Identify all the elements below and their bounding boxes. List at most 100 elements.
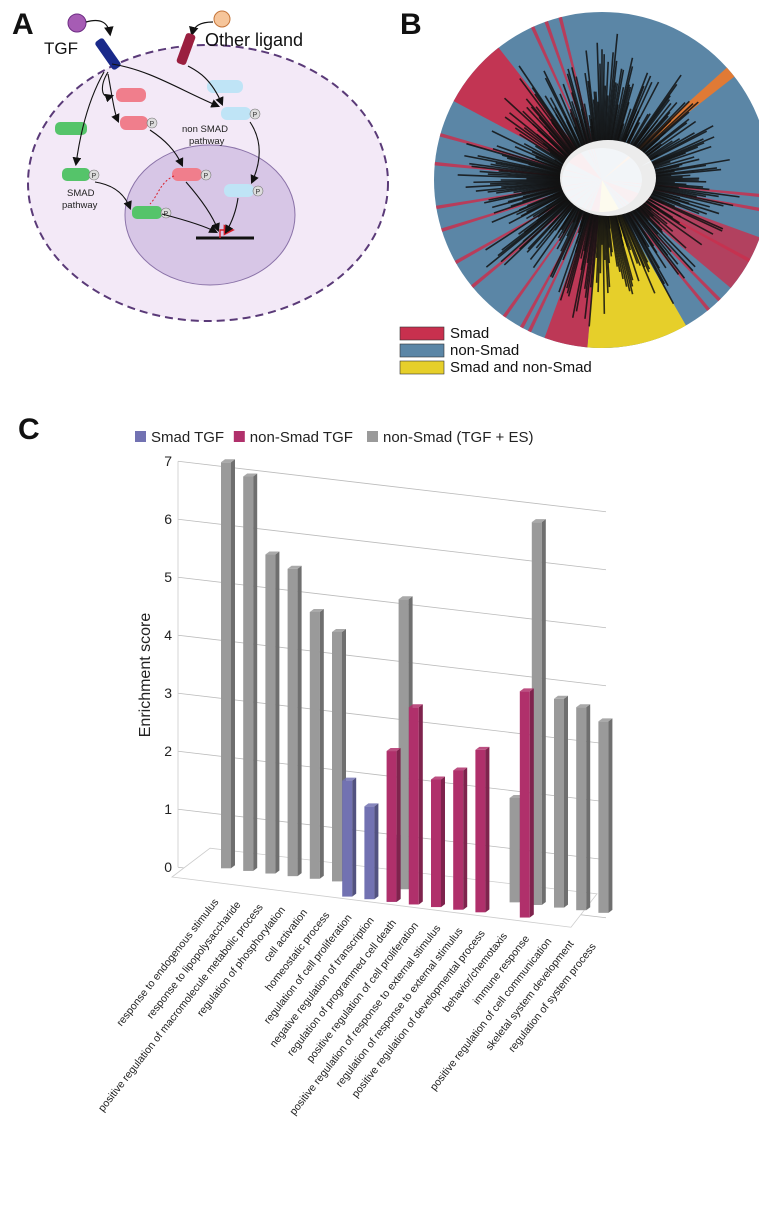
- non-smad-pathway-label: non SMAD pathway: [182, 124, 231, 147]
- tree-branch: [638, 191, 724, 230]
- tree-branch: [606, 82, 617, 149]
- tree-branch: [601, 54, 605, 149]
- tree-branch: [586, 211, 596, 264]
- bar: [531, 519, 546, 905]
- tree-branch: [497, 198, 571, 257]
- bar-top: [309, 608, 324, 612]
- bar-front: [519, 691, 530, 918]
- legend-swatch: [233, 431, 245, 442]
- smad-protein-p: [62, 168, 90, 181]
- tree-branch: [588, 211, 600, 327]
- tree-branch: [584, 72, 597, 149]
- tree-branch: [534, 145, 567, 167]
- tree-branch: [625, 74, 682, 155]
- tree-branch: [619, 208, 650, 273]
- tree-branch: [610, 211, 628, 287]
- bar-top: [519, 688, 534, 692]
- bar-top: [342, 777, 357, 781]
- tree-branch: [563, 203, 577, 225]
- tree-branch: [606, 60, 618, 149]
- tree-branch: [487, 182, 563, 193]
- tree-branch: [583, 210, 594, 252]
- bar-side: [253, 473, 258, 871]
- legend-swatch-smad: [399, 326, 445, 341]
- bar-front: [431, 779, 441, 908]
- tree-branch: [545, 193, 567, 208]
- tree-branch: [624, 205, 667, 269]
- tree-branch: [614, 209, 640, 282]
- bar-top: [364, 803, 379, 807]
- tree-branch: [571, 101, 589, 151]
- bar-top: [475, 746, 490, 750]
- tree-center: [560, 140, 656, 216]
- tree-branch: [536, 196, 569, 222]
- tree-branch: [504, 116, 569, 164]
- bar-front: [221, 462, 231, 869]
- tree-branch: [622, 206, 669, 287]
- tree-branch: [641, 185, 734, 207]
- tree-branch: [457, 174, 563, 180]
- tree-branch: [477, 155, 563, 175]
- svg-text:P: P: [253, 112, 258, 119]
- bar-front: [554, 698, 564, 908]
- tree-branch: [611, 210, 634, 295]
- bar-front: [386, 751, 397, 902]
- bar-side: [352, 777, 357, 897]
- tree-branch: [503, 97, 572, 161]
- tree-branch: [635, 196, 703, 246]
- legend-swatch: [135, 431, 146, 442]
- bar: [598, 718, 613, 913]
- tree-branch: [608, 68, 623, 149]
- bar: [453, 767, 468, 910]
- tree-legend: Smad non-Smad Smad and non-Smad: [399, 325, 592, 376]
- tree-branch: [603, 211, 611, 288]
- tree-branch: [492, 147, 564, 172]
- smad-pathway-label: SMAD pathway: [62, 188, 98, 211]
- bar-front: [342, 780, 353, 897]
- bar: [309, 608, 324, 879]
- legend-swatch-non-smad: [399, 343, 445, 358]
- lightblue-protein-p: [221, 107, 251, 120]
- svg-text:P: P: [150, 121, 155, 128]
- tree-branch: [592, 99, 599, 149]
- bar-side: [231, 459, 235, 869]
- y-axis-label: Enrichment score: [137, 613, 154, 738]
- tree-branch: [522, 185, 564, 198]
- tree-branch: [593, 91, 600, 149]
- tree-branch: [566, 210, 592, 294]
- tree-branch: [514, 127, 569, 165]
- chart-legend: Smad TGF non-Smad TGF non-Smad (TGF + ES): [135, 429, 533, 446]
- tgf-label: TGF: [44, 39, 78, 58]
- tree-branch: [473, 179, 563, 184]
- tree-branch: [491, 130, 566, 168]
- bar: [408, 704, 423, 905]
- bar-top: [576, 704, 591, 708]
- bar-side: [297, 565, 302, 877]
- tree-branch: [610, 87, 625, 149]
- tree-branch: [611, 66, 634, 150]
- tree-branch: [562, 83, 588, 151]
- tree-branch: [589, 211, 599, 288]
- tree-branch: [604, 52, 614, 149]
- nuclear-pink-protein: [172, 168, 202, 181]
- tree-branch: [609, 211, 624, 280]
- legend-label-both: Smad and non-Smad: [450, 359, 592, 376]
- legend-label: Smad TGF: [151, 429, 224, 446]
- tree-branch: [603, 211, 609, 294]
- tree-branch: [624, 205, 650, 248]
- panel-c-letter: C: [18, 413, 40, 446]
- bar-front: [531, 522, 542, 905]
- panel-c: C Smad TGF non-Smad TGF non-Smad (TGF + ES…: [0, 405, 759, 1204]
- tree-branch: [618, 208, 656, 294]
- tree-branch: [522, 187, 564, 203]
- bar: [386, 748, 401, 902]
- bar: [364, 803, 379, 900]
- tree-branch: [535, 106, 576, 157]
- tree-branch: [610, 210, 631, 292]
- tree-branch: [584, 211, 598, 298]
- tree-branch: [464, 154, 563, 176]
- tree-branch: [584, 211, 598, 319]
- svg-text:P: P: [204, 173, 209, 180]
- tree-branch: [621, 207, 675, 305]
- y-tick-label: 3: [164, 685, 172, 701]
